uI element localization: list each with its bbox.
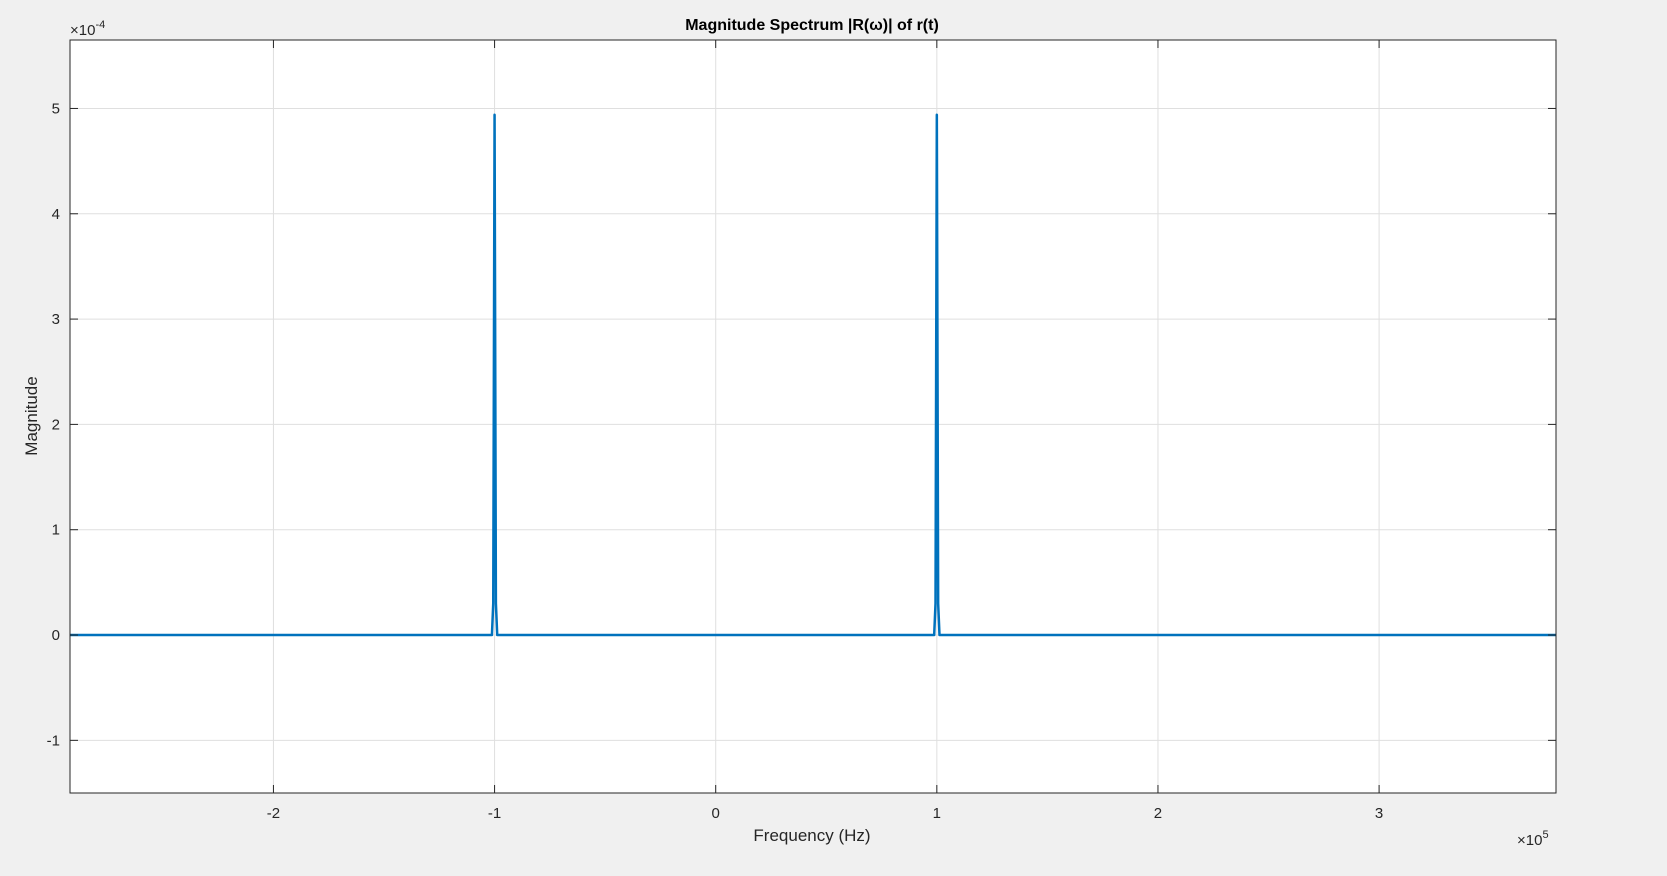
y-tick-label: -1 [47,732,60,749]
y-tick-label: 2 [52,416,60,433]
x-tick-label: 1 [933,805,941,822]
y-axis-ticks: -1 0 1 2 3 4 5 [47,100,1556,749]
y-tick-label: 4 [52,206,60,223]
y-tick-label: 1 [52,522,60,539]
x-tick-label: 2 [1154,805,1162,822]
y-tick-label: 5 [52,100,60,117]
plot-series-layer [70,113,1556,637]
series-line [70,113,1556,637]
x-exponent-power: 5 [1542,829,1548,841]
x-axis-label: Frequency (Hz) [753,826,870,845]
axes-frame [69,39,1557,794]
y-tick-label: 0 [52,627,60,644]
x-axis-exponent: ×105 [1517,829,1549,849]
chart-title: Magnitude Spectrum |R(ω)| of r(t) [685,17,939,34]
y-exponent-base: ×10 [70,22,95,39]
x-tick-label: -2 [267,805,280,822]
x-tick-label: 0 [712,805,720,822]
x-exponent-base: ×10 [1517,832,1542,849]
x-tick-label: 3 [1375,805,1383,822]
y-axis-label: Magnitude [22,376,41,455]
axes-background [70,40,1556,793]
x-axis-ticks: -2 -1 0 1 2 3 [267,40,1383,822]
y-tick-label: 3 [52,311,60,328]
y-axis-exponent: ×10-4 [70,19,105,39]
x-tick-label: -1 [488,805,501,822]
y-exponent-power: -4 [95,19,105,31]
y-gridlines [70,107,1556,741]
